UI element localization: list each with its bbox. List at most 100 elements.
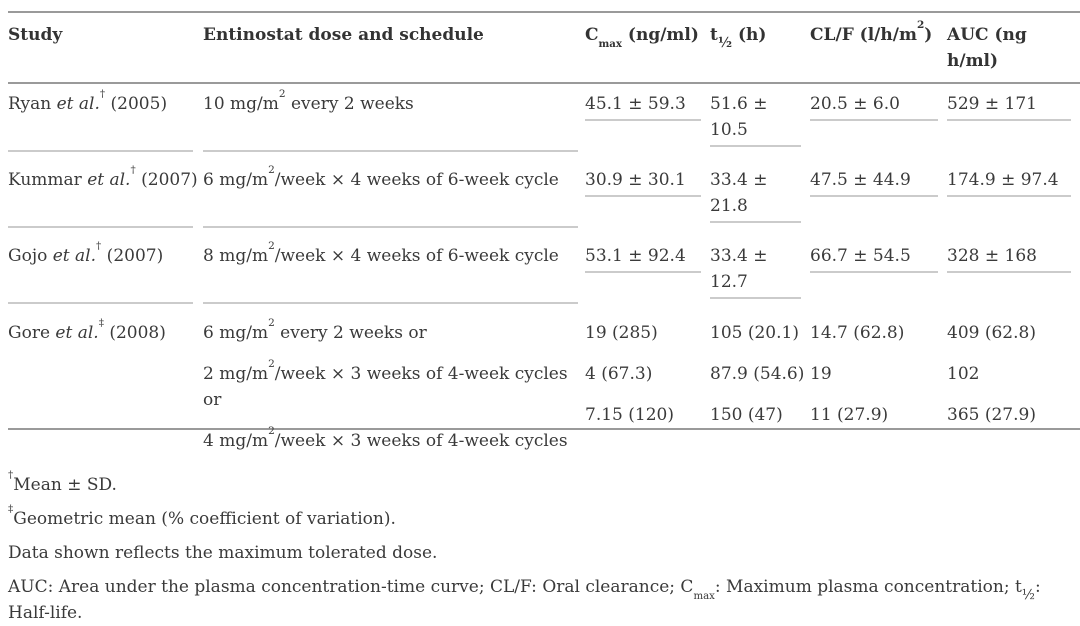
dose-text: /week × 4 weeks of 6-week cycle xyxy=(274,246,559,266)
study-year: (2007) xyxy=(101,246,164,266)
dose-text: every 2 weeks or xyxy=(274,323,427,343)
auc-cell: 409 (62.8) 102 365 (27.9) xyxy=(947,304,1080,454)
dagger-marker: † xyxy=(99,88,106,101)
thalf-subscript: ½ xyxy=(717,34,733,51)
thalf-cell: 51.6 ± 10.5 xyxy=(710,84,810,152)
auc-value: 102 xyxy=(947,364,980,384)
dose-cell: 8 mg/m2/week × 4 weeks of 6-week cycle xyxy=(203,228,585,304)
study-author: Kummar xyxy=(8,170,88,190)
clf-value: 66.7 ± 54.5 xyxy=(810,243,938,273)
study-author: Gore xyxy=(8,323,56,343)
dagger-marker: † xyxy=(130,164,136,177)
double-dagger-marker: ‡ xyxy=(98,317,104,330)
dose-text: every 2 weeks xyxy=(285,94,414,114)
auc-value: 328 ± 168 xyxy=(947,243,1071,273)
dose-text: /week × 3 weeks of 4-week cycles xyxy=(274,431,568,451)
double-dagger-marker: ‡ xyxy=(8,503,14,516)
header-study: Study xyxy=(8,25,63,45)
thalf-value: 150 (47) xyxy=(710,405,783,425)
dose-text: /week × 3 weeks of 4-week cycles or xyxy=(203,364,568,410)
study-author: Gojo xyxy=(8,246,53,266)
cmax-cell: 30.9 ± 30.1 xyxy=(585,152,710,228)
footnote-abbreviations: AUC: Area under the plasma concentration… xyxy=(8,574,1080,626)
dose-text: 4 mg/m xyxy=(203,431,269,451)
dose-text: 8 mg/m xyxy=(203,246,269,266)
header-thalf-text: t xyxy=(710,25,718,45)
clf-squared-superscript: 2 xyxy=(916,19,925,32)
squared-superscript: 2 xyxy=(268,240,275,253)
dose-cell: 6 mg/m2/week × 4 weeks of 6-week cycle xyxy=(203,152,585,228)
footnote-text: AUC: Area under the plasma concentration… xyxy=(8,577,694,597)
footnote-text: : Maximum plasma concentration; t xyxy=(714,577,1022,597)
footnotes: †Mean ± SD. ‡Geometric mean (% coefficie… xyxy=(8,469,1080,626)
table-row-ryan: Ryan et al.† (2005) 10 mg/m2 every 2 wee… xyxy=(8,84,1080,152)
cmax-value: 45.1 ± 59.3 xyxy=(585,91,701,121)
squared-superscript: 2 xyxy=(268,358,275,371)
study-etal: et al. xyxy=(87,170,131,190)
study-cell: Gojo et al.† (2007) xyxy=(8,228,203,304)
thalf-value: 105 (20.1) xyxy=(710,323,799,343)
thalf-value: 51.6 ± 10.5 xyxy=(710,91,801,147)
header-auc: AUC (ng h/ml) xyxy=(947,25,1027,71)
auc-value: 174.9 ± 97.4 xyxy=(947,167,1071,197)
study-cell: Kummar et al.† (2007) xyxy=(8,152,203,228)
thalf-cell: 33.4 ± 21.8 xyxy=(710,152,810,228)
header-cmax-unit: (ng/ml) xyxy=(622,25,699,45)
header-thalf: t½ (h) xyxy=(710,13,810,82)
header-clf: CL/F (l/h/m2) xyxy=(810,13,947,82)
dose-text: 2 mg/m xyxy=(203,364,269,384)
clf-value: 47.5 ± 44.9 xyxy=(810,167,938,197)
study-cell: Gore et al.‡ (2008) xyxy=(8,304,203,454)
dose-line: 6 mg/m2 every 2 weeks or xyxy=(203,318,585,346)
table-row-kummar: Kummar et al.† (2007) 6 mg/m2/week × 4 w… xyxy=(8,152,1080,228)
header-cmax-text: C xyxy=(585,25,599,45)
thalf-cell: 105 (20.1) 87.9 (54.6) 150 (47) xyxy=(710,304,810,454)
clf-value: 19 xyxy=(810,364,832,384)
study-author: Ryan xyxy=(8,94,57,114)
cmax-value: 7.15 (120) xyxy=(585,405,674,425)
dagger-marker: † xyxy=(96,240,102,253)
cmax-cell: 53.1 ± 92.4 xyxy=(585,228,710,304)
footnote-max-tolerated-dose: Data shown reflects the maximum tolerate… xyxy=(8,543,438,563)
squared-superscript: 2 xyxy=(268,425,275,438)
study-year: (2007) xyxy=(135,170,198,190)
cmax-value: 30.9 ± 30.1 xyxy=(585,167,701,197)
entinostat-pk-table: Study Entinostat dose and schedule Cmax … xyxy=(8,11,1080,451)
squared-superscript: 2 xyxy=(278,88,286,101)
header-clf-text: CL/F (l/h/m xyxy=(810,25,917,45)
auc-cell: 328 ± 168 xyxy=(947,228,1080,304)
clf-cell: 66.7 ± 54.5 xyxy=(810,228,947,304)
dose-text: 6 mg/m xyxy=(203,170,269,190)
header-cmax: Cmax (ng/ml) xyxy=(585,13,710,82)
cmax-value: 19 (285) xyxy=(585,323,658,343)
dose-line: 2 mg/m2/week × 3 weeks of 4-week cycles … xyxy=(203,358,585,413)
cmax-subscript: max xyxy=(598,37,622,50)
footnote-geometric-mean: ‡Geometric mean (% coefficient of variat… xyxy=(8,503,1080,532)
thalf-value: 33.4 ± 12.7 xyxy=(710,243,801,299)
footnote-text: Geometric mean (% coefficient of variati… xyxy=(13,509,396,529)
cmax-value: 53.1 ± 92.4 xyxy=(585,243,701,273)
cmax-cell: 19 (285) 4 (67.3) 7.15 (120) xyxy=(585,304,710,454)
thalf-value: 33.4 ± 21.8 xyxy=(710,167,801,223)
auc-value: 409 (62.8) xyxy=(947,323,1036,343)
dagger-marker: † xyxy=(8,469,14,482)
auc-value: 365 (27.9) xyxy=(947,405,1036,425)
study-year: (2008) xyxy=(103,323,166,343)
table-row-gore: Gore et al.‡ (2008) 6 mg/m2 every 2 week… xyxy=(8,304,1080,451)
squared-superscript: 2 xyxy=(268,164,275,177)
header-clf-close: ) xyxy=(924,25,933,45)
study-cell: Ryan et al.† (2005) xyxy=(8,84,203,152)
study-year: (2005) xyxy=(105,94,168,114)
table-header-row: Study Entinostat dose and schedule Cmax … xyxy=(8,13,1080,84)
cmax-cell: 45.1 ± 59.3 xyxy=(585,84,710,152)
dose-text: 6 mg/m xyxy=(203,323,269,343)
dose-line: 4 mg/m2/week × 3 weeks of 4-week cycles xyxy=(203,425,585,454)
clf-value: 14.7 (62.8) xyxy=(810,323,905,343)
header-dose-schedule: Entinostat dose and schedule xyxy=(203,25,484,45)
header-thalf-unit: (h) xyxy=(732,25,767,45)
auc-cell: 174.9 ± 97.4 xyxy=(947,152,1080,228)
cmax-subscript: max xyxy=(693,590,715,602)
clf-value: 20.5 ± 6.0 xyxy=(810,91,938,121)
dose-cell: 10 mg/m2 every 2 weeks xyxy=(203,84,585,152)
footnote-mean-sd: †Mean ± SD. xyxy=(8,469,1080,498)
